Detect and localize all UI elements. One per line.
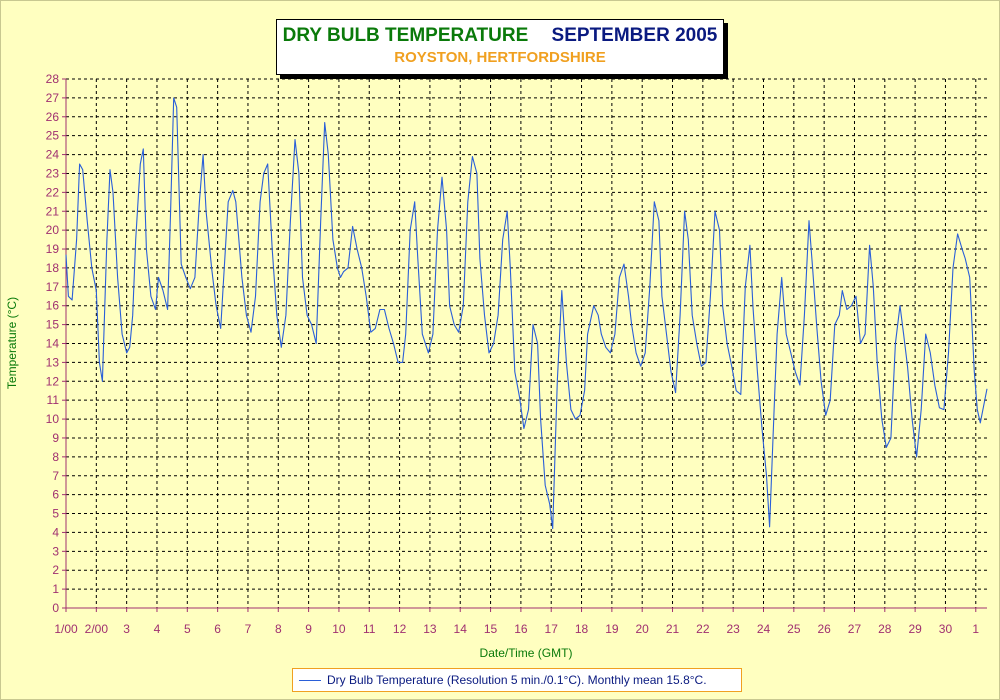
y-tick-label: 8: [52, 450, 59, 464]
x-tick-label: 11: [363, 622, 376, 636]
x-tick-label: 14: [454, 622, 468, 636]
y-tick-label: 6: [52, 488, 59, 502]
x-tick-label: 9: [305, 622, 312, 636]
y-tick-labels: 0123456789101112131415161718192021222324…: [46, 72, 60, 615]
x-tick-label: 25: [787, 622, 801, 636]
y-tick-label: 3: [52, 544, 59, 558]
x-tick-label: 29: [908, 622, 922, 636]
y-tick-label: 19: [46, 242, 60, 256]
y-tick-label: 23: [46, 166, 60, 180]
y-tick-label: 7: [52, 469, 59, 483]
x-tick-label: 8: [275, 622, 282, 636]
x-tick-label: 26: [817, 622, 831, 636]
legend: Dry Bulb Temperature (Resolution 5 min./…: [292, 668, 742, 692]
y-tick-label: 0: [52, 601, 59, 615]
x-axis-label: Date/Time (GMT): [479, 646, 573, 660]
y-tick-label: 13: [46, 355, 60, 369]
y-tick-label: 28: [46, 72, 60, 86]
axes: [62, 78, 987, 612]
series-lines: [65, 97, 988, 530]
x-tick-label: 19: [605, 622, 619, 636]
y-tick-label: 12: [46, 374, 60, 388]
y-tick-label: 27: [46, 91, 60, 105]
x-tick-label: 12: [393, 622, 407, 636]
y-tick-label: 17: [46, 280, 60, 294]
legend-line-swatch: [299, 679, 321, 681]
y-tick-label: 16: [46, 299, 60, 313]
y-axis-label: Temperature (°C): [5, 296, 19, 390]
x-tick-label: 23: [726, 622, 740, 636]
y-tick-label: 10: [46, 412, 60, 426]
legend-entry-label: Dry Bulb Temperature (Resolution 5 min./…: [327, 673, 707, 687]
x-tick-label: 21: [666, 622, 680, 636]
x-tick-label: 16: [514, 622, 528, 636]
x-tick-label: 15: [484, 622, 498, 636]
x-tick-label: 6: [214, 622, 221, 636]
x-tick-label: 10: [332, 622, 346, 636]
x-tick-label: 18: [575, 622, 589, 636]
x-tick-label: 13: [423, 622, 437, 636]
y-tick-label: 21: [46, 204, 60, 218]
y-tick-label: 18: [46, 261, 60, 275]
y-tick-label: 1: [52, 582, 59, 596]
series-line-dry-bulb: [65, 97, 988, 530]
x-tick-label: 27: [848, 622, 862, 636]
y-tick-label: 25: [46, 129, 60, 143]
x-tick-label: 22: [696, 622, 710, 636]
y-tick-label: 4: [52, 525, 59, 539]
y-tick-label: 2: [52, 563, 59, 577]
x-tick-label: 17: [545, 622, 559, 636]
x-tick-label: 1: [972, 622, 979, 636]
x-tick-label: 30: [939, 622, 953, 636]
gridlines: [66, 78, 987, 608]
y-tick-label: 14: [46, 337, 60, 351]
x-tick-label: 4: [154, 622, 161, 636]
x-tick-label: 24: [757, 622, 771, 636]
chart-title-box: DRY BULB TEMPERATURE SEPTEMBER 2005 ROYS…: [276, 19, 724, 75]
x-tick-label: 20: [636, 622, 650, 636]
y-tick-label: 9: [52, 431, 59, 445]
y-tick-label: 20: [46, 223, 60, 237]
chart-title-period: SEPTEMBER 2005: [551, 25, 718, 46]
x-tick-label: 5: [184, 622, 191, 636]
x-tick-label: 3: [123, 622, 130, 636]
x-tick-label: 7: [245, 622, 252, 636]
y-tick-label: 15: [46, 318, 60, 332]
y-tick-label: 11: [47, 393, 60, 407]
y-tick-label: 24: [46, 148, 60, 162]
y-tick-label: 26: [46, 110, 60, 124]
title-line: DRY BULB TEMPERATURE SEPTEMBER 2005: [277, 25, 723, 47]
x-tick-label: 28: [878, 622, 892, 636]
y-tick-label: 5: [52, 507, 59, 521]
chart-title: DRY BULB TEMPERATURE: [282, 25, 529, 46]
y-tick-label: 22: [46, 185, 60, 199]
x-tick-labels: 1/00 2/00 3 4 5 6 7 8 9 10 11 12 13 14 15 16 17 18 19 20 21 2…: [54, 622, 979, 636]
chart-subtitle: ROYSTON, HERTFORDSHIRE: [394, 49, 606, 66]
x-tick-label: 1/00: [54, 622, 78, 636]
x-tick-label: 2/00: [85, 622, 109, 636]
